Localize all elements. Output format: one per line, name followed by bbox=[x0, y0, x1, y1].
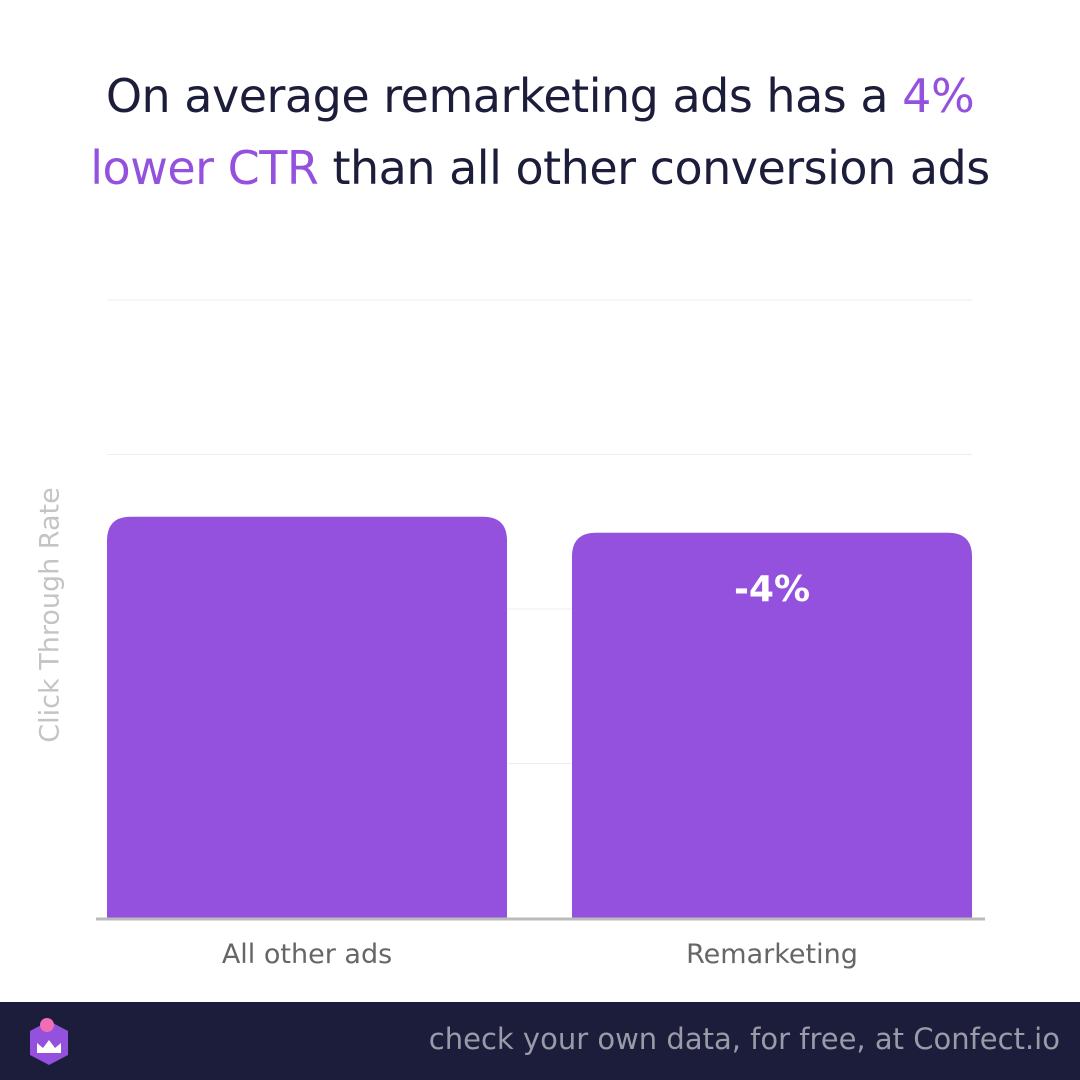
title-part-2: than all other conversion ads bbox=[318, 141, 990, 195]
chart-title: On average remarketing ads has a 4% lowe… bbox=[40, 60, 1040, 204]
bar-data-label: -4% bbox=[734, 569, 810, 610]
title-part-1: On average remarketing ads has a bbox=[105, 69, 903, 123]
title-highlight: 4% lower CTR bbox=[90, 69, 975, 195]
y-axis-label: Click Through Rate bbox=[34, 487, 66, 743]
x-tick-label: Remarketing bbox=[686, 939, 858, 970]
bar-chart: All other ads Remarketing -4% bbox=[96, 299, 985, 970]
footer-text: check your own data, for free, at Confec… bbox=[428, 1022, 1060, 1056]
confect-logo-icon bbox=[30, 1018, 68, 1065]
x-tick-label: All other ads bbox=[222, 939, 392, 970]
bar-all-other-ads bbox=[107, 516, 507, 918]
bar-remarketing bbox=[572, 532, 972, 918]
footer-banner: check your own data, for free, at Confec… bbox=[0, 1002, 1080, 1080]
